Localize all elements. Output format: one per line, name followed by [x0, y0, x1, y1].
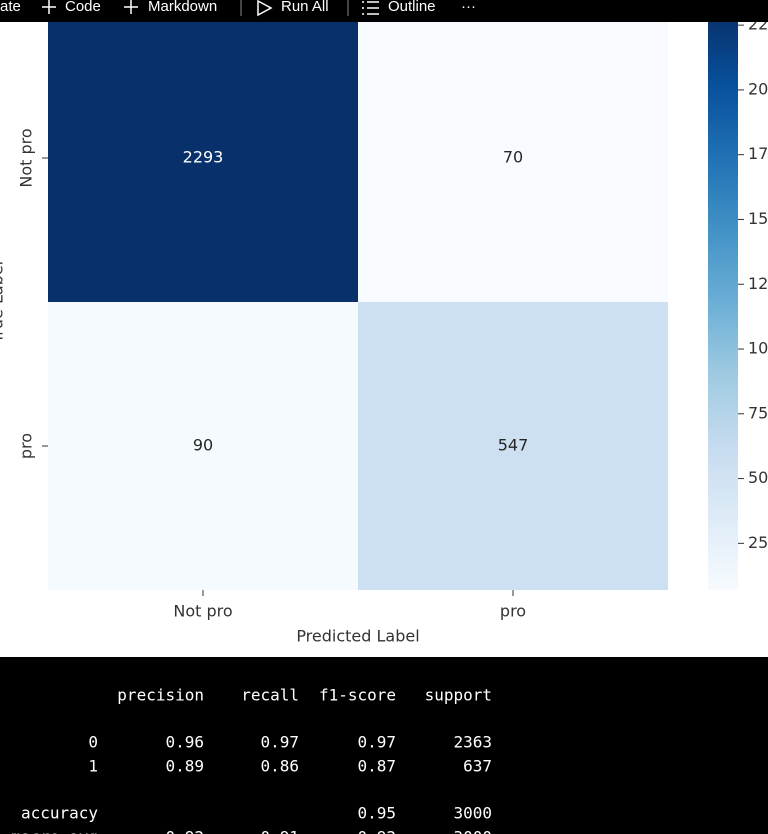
report-header: f1-score: [319, 686, 396, 705]
toolbar-item[interactable]: Outline: [388, 0, 436, 15]
colorbar-tick-label: 1000: [748, 339, 768, 358]
report-row-label: 0: [88, 733, 98, 752]
y-axis-label: True Label: [0, 261, 7, 344]
report-value: 0.92: [357, 828, 396, 834]
report-row-label: accuracy: [21, 804, 98, 823]
cell-label: 70: [503, 148, 523, 167]
toolbar-item[interactable]: Markdown: [148, 0, 217, 15]
report-value: 2363: [453, 733, 492, 752]
toolbar-item[interactable]: ···: [461, 0, 476, 15]
run-icon: [257, 0, 273, 17]
cell-label: 547: [498, 436, 529, 455]
classification-report: precision recall f1-score support 0 0.96 0.97 0…: [0, 657, 768, 834]
outline-icon: [362, 1, 379, 15]
x-axis-label: Predicted Label: [296, 627, 419, 646]
output-bg: [0, 657, 768, 834]
report-header: precision: [117, 686, 204, 705]
report-value: 3000: [453, 828, 492, 834]
report-value: 0.97: [260, 733, 299, 752]
toolbar-item[interactable]: ate: [0, 0, 21, 15]
report-value: 3000: [453, 804, 492, 823]
colorbar-tick-label: 750: [748, 403, 768, 422]
report-row-label: 1: [88, 757, 98, 776]
report-value: 0.92: [165, 828, 204, 834]
report-value: 637: [463, 757, 492, 776]
heatmap-output: 2293 70 90 547 Not pro pro Not pro pro Predicted…: [0, 14, 768, 646]
y-tick-label: Not pro: [17, 128, 36, 187]
report-value: 0.87: [357, 757, 396, 776]
report-value: 0.95: [357, 804, 396, 823]
cell-label: 2293: [183, 148, 224, 167]
report-value: 0.91: [260, 828, 299, 834]
report-value: 0.86: [260, 757, 299, 776]
report-value: 0.96: [165, 733, 204, 752]
colorbar-tick-label: 500: [748, 468, 768, 487]
heatmap-cell: [48, 302, 358, 590]
toolbar: ate Code Markdown Run All Outline ···: [0, 0, 768, 22]
x-tick-label: Not pro: [173, 602, 232, 621]
report-header: support: [425, 686, 492, 705]
report-value: 0.89: [165, 757, 204, 776]
plus-icon: [124, 0, 138, 14]
toolbar-bg: [0, 0, 768, 22]
report-value: 0.97: [357, 733, 396, 752]
heatmap-cell: [48, 14, 358, 302]
cell-label: 90: [193, 436, 213, 455]
colorbar-tick-label: 1250: [748, 274, 768, 293]
report-header: recall: [241, 686, 299, 705]
colorbar-tick-label: 1750: [748, 144, 768, 163]
x-tick-label: pro: [500, 602, 526, 621]
colorbar: [708, 14, 738, 590]
y-tick-label: pro: [17, 433, 36, 459]
plus-icon: [42, 0, 56, 14]
colorbar-tick-label: 250: [748, 533, 768, 552]
colorbar-tick-label: 2000: [748, 79, 768, 98]
heatmap-cell: [358, 302, 668, 590]
toolbar-item[interactable]: Run All: [281, 0, 329, 15]
heatmap-cell: [358, 14, 668, 302]
report-row-label: macro avg: [11, 828, 98, 834]
toolbar-item[interactable]: Code: [65, 0, 101, 15]
colorbar-tick-label: 1500: [748, 209, 768, 228]
